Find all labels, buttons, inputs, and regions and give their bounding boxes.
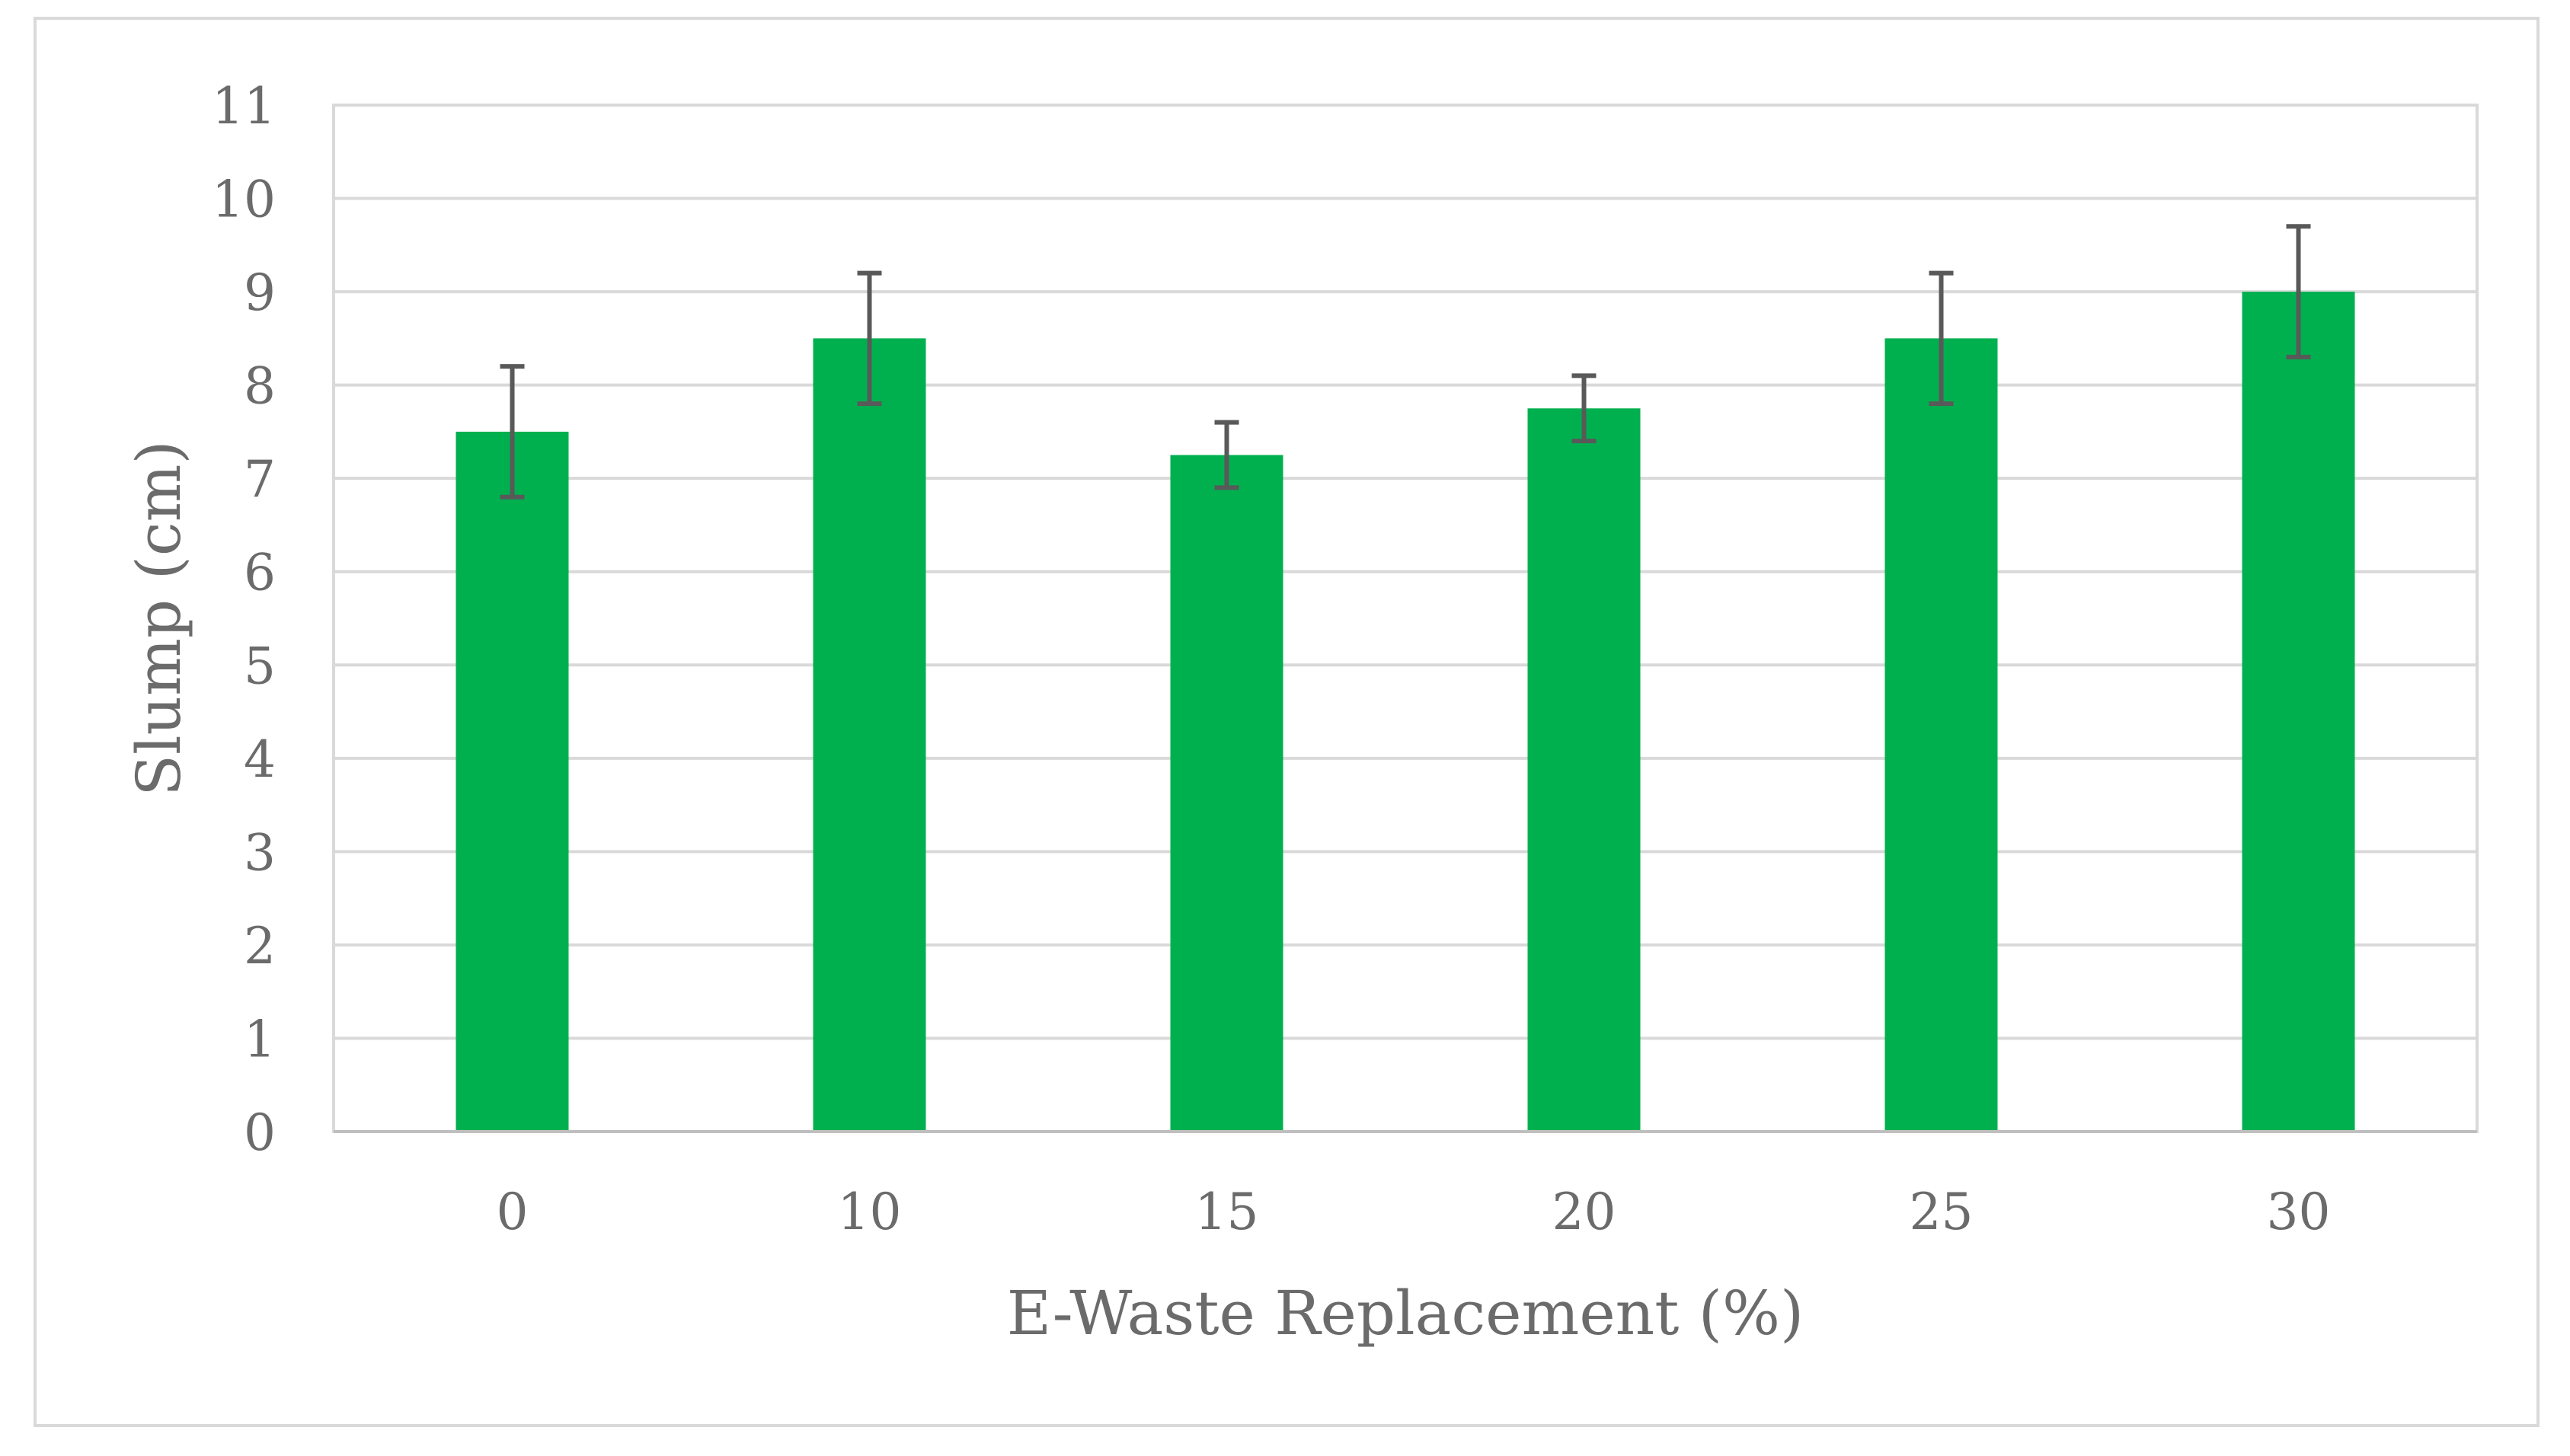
bar <box>1170 455 1283 1132</box>
plot-area <box>332 104 2479 1133</box>
y-tick-label: 4 <box>244 730 276 789</box>
y-tick-label: 9 <box>244 263 276 322</box>
error-bar <box>1214 420 1239 490</box>
y-tick-label: 11 <box>212 77 276 136</box>
x-tick-label: 30 <box>2267 1183 2331 1241</box>
y-tick-label: 3 <box>244 823 276 882</box>
x-tick-labels: 0 10 15 20 25 30 <box>497 1183 2331 1241</box>
x-tick-label: 25 <box>1910 1183 1974 1241</box>
x-tick-label: 20 <box>1552 1183 1616 1241</box>
bar <box>813 338 926 1132</box>
error-bar <box>1571 373 1597 444</box>
y-tick-label: 8 <box>244 357 276 416</box>
gridlines <box>334 104 2477 1040</box>
error-bar <box>857 270 882 407</box>
y-tick-label: 0 <box>244 1103 276 1162</box>
bars <box>456 292 2355 1132</box>
bar <box>1527 408 1641 1132</box>
x-tick-label: 10 <box>838 1183 902 1241</box>
bar <box>2242 292 2355 1132</box>
y-tick-label: 10 <box>212 171 276 229</box>
chart-frame <box>34 17 2540 1427</box>
error-bar <box>2286 224 2311 359</box>
error-bar <box>1929 270 1954 407</box>
y-tick-label: 6 <box>244 544 276 602</box>
bar <box>1884 338 1998 1132</box>
y-tick-label: 1 <box>244 1010 276 1068</box>
bar <box>456 431 569 1132</box>
y-axis-title: Slump (cm) <box>123 440 194 797</box>
y-tick-label: 5 <box>244 637 276 695</box>
x-axis-title: E-Waste Replacement (%) <box>1007 1278 1804 1349</box>
error-bars <box>500 224 2311 500</box>
y-tick-label: 2 <box>244 917 276 975</box>
error-bar <box>500 364 525 500</box>
y-tick-label: 7 <box>244 450 276 509</box>
x-tick-label: 15 <box>1195 1183 1259 1241</box>
x-tick-label: 0 <box>497 1183 529 1241</box>
y-tick-labels: 0 1 2 3 4 5 6 7 8 9 10 11 <box>212 77 276 1162</box>
